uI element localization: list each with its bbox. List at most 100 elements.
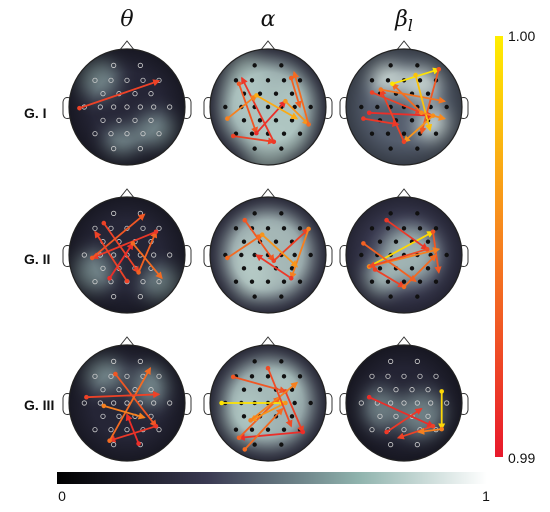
electrode bbox=[369, 373, 375, 379]
connection-arrow bbox=[108, 242, 134, 279]
ear-outline bbox=[62, 245, 71, 267]
ear-outline bbox=[339, 97, 348, 119]
connection-arrow bbox=[261, 234, 299, 268]
connection-arrow bbox=[379, 88, 405, 143]
electrode bbox=[257, 266, 263, 271]
electrode bbox=[273, 91, 279, 96]
connection-node bbox=[366, 110, 372, 116]
electrode bbox=[233, 131, 239, 136]
electrode bbox=[116, 117, 122, 123]
connection-arrow bbox=[108, 425, 157, 443]
connection-node bbox=[430, 229, 436, 235]
electrode bbox=[279, 294, 284, 299]
connection-arrow bbox=[369, 111, 435, 120]
electrode bbox=[444, 104, 449, 110]
electrode bbox=[279, 359, 284, 364]
ear-outline bbox=[324, 245, 333, 267]
connection-node bbox=[130, 241, 136, 246]
head-outline bbox=[209, 196, 327, 314]
electrode bbox=[241, 266, 247, 271]
connection-arrow bbox=[91, 213, 146, 259]
electrode bbox=[388, 294, 393, 299]
colorbar-horizontal-bar bbox=[57, 472, 487, 484]
head-map-r1-c2 bbox=[203, 40, 333, 166]
connection-arrow bbox=[238, 83, 258, 135]
connection-arrow bbox=[137, 230, 158, 273]
electrode bbox=[292, 400, 297, 406]
electrode bbox=[388, 442, 394, 448]
electrode bbox=[124, 400, 130, 406]
electrode bbox=[433, 279, 439, 284]
electrode bbox=[137, 358, 143, 364]
connection-arrow bbox=[241, 76, 275, 143]
electrode bbox=[265, 104, 271, 110]
connection-arrow bbox=[362, 242, 417, 282]
electrode bbox=[241, 387, 247, 392]
electrode bbox=[233, 427, 239, 432]
electrode bbox=[265, 78, 271, 83]
connection-node bbox=[436, 67, 442, 72]
connection-arrow bbox=[132, 242, 163, 280]
electrode bbox=[97, 400, 103, 406]
connection-node bbox=[153, 229, 159, 235]
nose-outline bbox=[118, 336, 136, 348]
connection-node bbox=[236, 435, 242, 441]
electrode bbox=[444, 400, 450, 406]
connection-node bbox=[89, 255, 95, 261]
connection-node bbox=[283, 98, 288, 104]
ear-outline bbox=[203, 245, 212, 267]
electrode bbox=[369, 279, 375, 284]
head-map-r3-c2 bbox=[203, 336, 333, 462]
electrode bbox=[409, 266, 415, 271]
connection-arrow bbox=[108, 366, 151, 442]
ear-outline bbox=[339, 393, 348, 415]
electrode bbox=[137, 62, 143, 68]
connection-node bbox=[225, 255, 230, 261]
electrode bbox=[308, 104, 313, 110]
connection-arrow bbox=[255, 100, 287, 134]
electrode bbox=[279, 442, 284, 447]
electrode bbox=[100, 265, 106, 271]
connection-node bbox=[361, 241, 366, 246]
connection-arrow bbox=[233, 135, 276, 145]
electrode bbox=[433, 373, 439, 379]
electrode bbox=[369, 427, 375, 433]
colorbar-horizontal: 0 1 bbox=[57, 472, 490, 504]
connection-arrow bbox=[255, 94, 299, 120]
electrode bbox=[393, 413, 399, 419]
connection-node bbox=[113, 371, 118, 377]
electrode bbox=[415, 63, 420, 68]
connection-arrow bbox=[414, 74, 433, 132]
colorbar-horizontal-max-label: 1 bbox=[482, 488, 490, 504]
nose-outline bbox=[259, 40, 277, 52]
row-label-g2: G. II bbox=[24, 251, 50, 267]
electrode bbox=[415, 294, 420, 299]
nose-outline bbox=[395, 188, 413, 200]
connection-arrow bbox=[226, 233, 264, 259]
electrode bbox=[292, 252, 297, 258]
electrode bbox=[108, 373, 114, 379]
ear-outline bbox=[62, 97, 71, 119]
electrode bbox=[140, 225, 146, 231]
connection-node bbox=[271, 139, 277, 145]
connection-node bbox=[242, 447, 248, 452]
ear-outline bbox=[324, 393, 333, 415]
electrode bbox=[252, 442, 257, 447]
electrode bbox=[156, 427, 162, 433]
connection-node bbox=[361, 116, 366, 121]
electrode bbox=[92, 373, 98, 379]
electrode bbox=[414, 400, 420, 406]
connection-arrow bbox=[367, 248, 428, 269]
electrode bbox=[308, 252, 313, 258]
ear-outline bbox=[183, 393, 192, 415]
electrode bbox=[132, 91, 138, 97]
electrode bbox=[151, 252, 157, 258]
electrode bbox=[297, 279, 303, 284]
ear-outline bbox=[183, 245, 192, 267]
connection-node bbox=[306, 226, 311, 232]
connection-arrow bbox=[125, 413, 140, 444]
electrode bbox=[414, 442, 420, 448]
electrode bbox=[425, 387, 431, 393]
electrode bbox=[92, 225, 98, 231]
